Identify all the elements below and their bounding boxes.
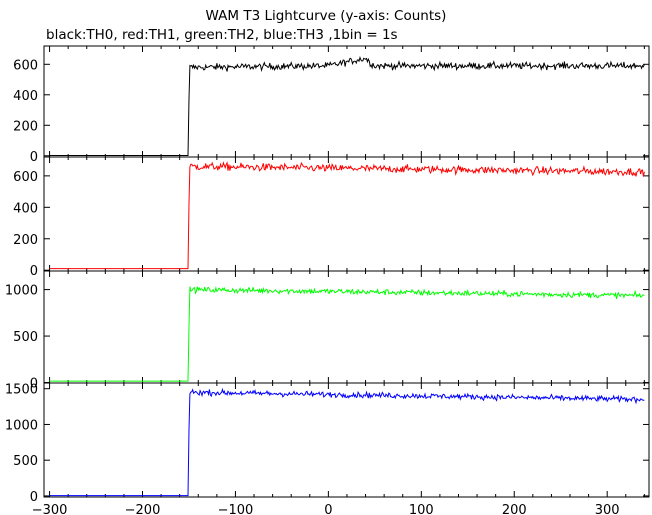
series-line-th1 <box>49 161 645 270</box>
y-tick-label: 200 <box>13 233 38 248</box>
panel-frame-1 <box>43 156 650 272</box>
x-tick-label: −300 <box>32 503 68 515</box>
y-tick-label: 1000 <box>5 284 38 299</box>
panel-frame-0 <box>43 45 650 158</box>
panel-frame-2 <box>43 270 650 384</box>
series-line-th0 <box>49 56 645 156</box>
x-tick-label: −200 <box>125 503 161 515</box>
x-tick-label: 300 <box>595 503 620 515</box>
y-tick-label: 1500 <box>5 383 38 398</box>
x-tick-label: 0 <box>324 503 332 515</box>
y-tick-label: 600 <box>13 58 38 73</box>
chart-subtitle: black:TH0, red:TH1, green:TH2, blue:TH3 … <box>46 27 398 43</box>
y-tick-label: 500 <box>13 454 38 469</box>
y-tick-label: 400 <box>13 89 38 104</box>
series-line-th3 <box>49 387 645 497</box>
y-tick-label: 0 <box>30 264 38 279</box>
y-tick-label: 400 <box>13 201 38 216</box>
x-tick-label: 200 <box>502 503 527 515</box>
y-tick-label: 200 <box>13 119 38 134</box>
y-tick-label: 0 <box>30 377 38 392</box>
chart-title: WAM T3 Lightcurve (y-axis: Counts) <box>205 8 447 24</box>
x-tick-label: −100 <box>218 503 254 515</box>
y-tick-label: 0 <box>30 150 38 165</box>
y-tick-label: 500 <box>13 330 38 345</box>
series-line-th2 <box>49 286 645 382</box>
y-tick-label: 600 <box>13 170 38 185</box>
y-tick-label: 0 <box>30 490 38 505</box>
panel-frame-3 <box>43 382 650 498</box>
x-tick-label: 100 <box>409 503 434 515</box>
y-tick-label: 1000 <box>5 418 38 433</box>
